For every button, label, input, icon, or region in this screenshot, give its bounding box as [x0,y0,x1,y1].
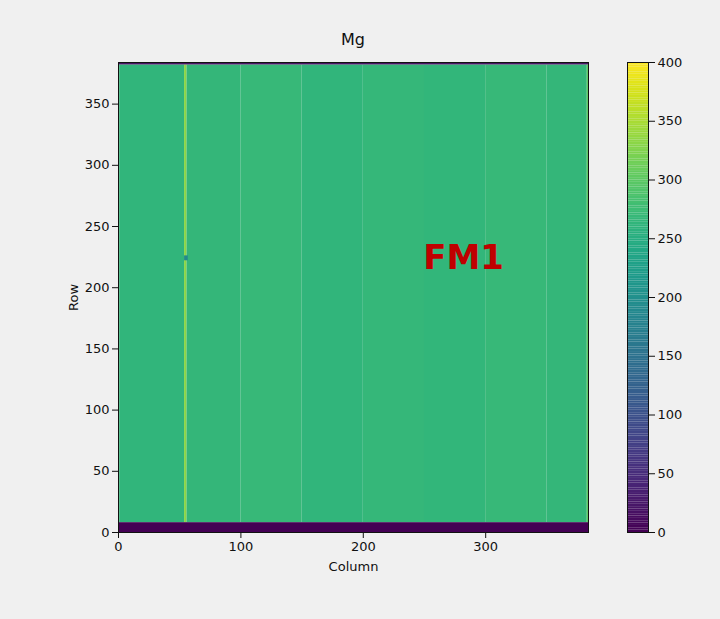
svg-text:200: 200 [658,290,683,305]
svg-text:Row: Row [66,284,81,311]
svg-text:300: 300 [473,539,498,554]
svg-text:250: 250 [658,231,683,246]
svg-text:0: 0 [101,525,109,540]
svg-text:100: 100 [228,539,253,554]
svg-text:FM1: FM1 [423,237,504,277]
svg-text:150: 150 [658,348,683,363]
svg-text:100: 100 [658,407,683,422]
html-text:Mg: Mg [341,30,365,49]
svg-text:250: 250 [85,219,110,234]
svg-text:350: 350 [85,96,110,111]
svg-text:350: 350 [658,113,683,128]
svg-text:100: 100 [85,402,110,417]
svg-text:200: 200 [351,539,376,554]
svg-text:200: 200 [85,280,110,295]
svg-text:300: 300 [658,172,683,187]
svg-text:150: 150 [85,341,110,356]
svg-text:Column: Column [329,559,379,574]
svg-text:0: 0 [658,525,666,540]
svg-text:50: 50 [658,466,675,481]
svg-text:0: 0 [114,539,122,554]
svg-text:300: 300 [85,157,110,172]
svg-text:400: 400 [658,55,683,70]
svg-text:50: 50 [93,463,110,478]
